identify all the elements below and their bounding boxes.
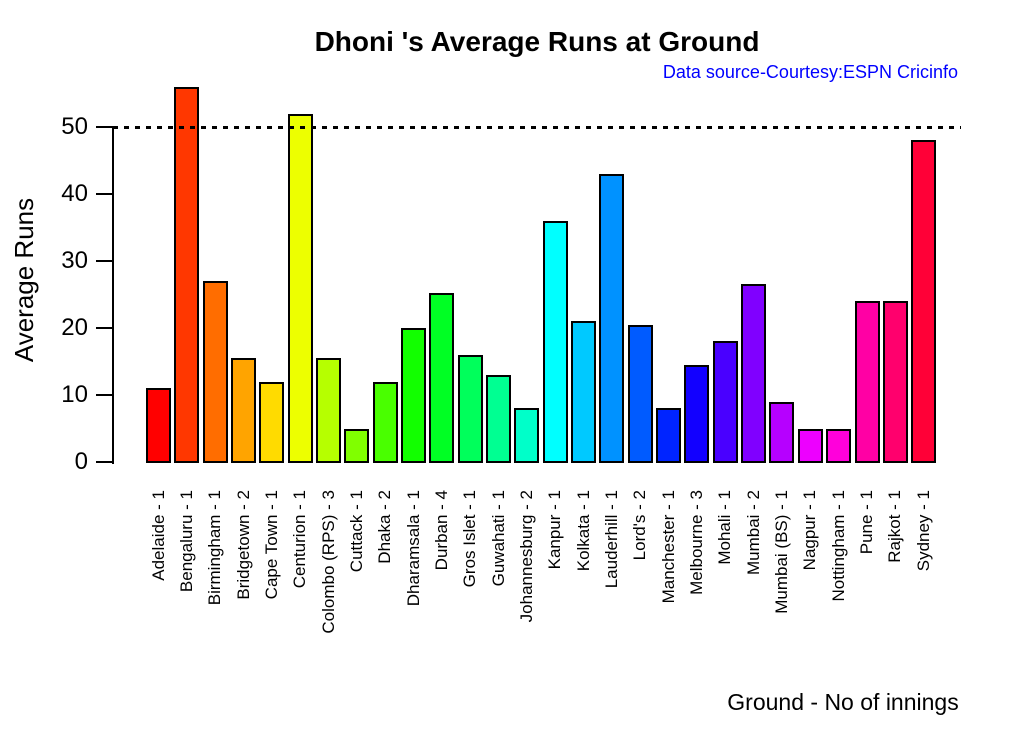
y-tick-mark [96, 394, 113, 396]
bar [174, 86, 200, 463]
bar [911, 140, 937, 463]
y-tick-mark [96, 193, 113, 195]
x-tick-label: Centurion - 1 [290, 490, 310, 589]
x-tick-label: Kanpur - 1 [545, 490, 565, 570]
y-tick-label: 50 [61, 113, 88, 140]
x-tick-label: Dhaka - 2 [375, 490, 395, 564]
reference-line-50 [113, 126, 961, 129]
x-tick-label: Kolkata - 1 [573, 490, 593, 572]
bar [882, 301, 908, 463]
bar [684, 364, 710, 463]
bar [287, 113, 313, 463]
x-tick-label: Rajkot - 1 [885, 490, 905, 563]
x-tick-label: Mumbai (BS) - 1 [771, 490, 791, 614]
y-tick-label: 10 [61, 381, 88, 408]
y-tick-label: 0 [74, 448, 88, 475]
x-tick-label: Dharamsala - 1 [403, 490, 423, 607]
y-tick-mark [96, 461, 113, 463]
y-tick-mark [96, 327, 113, 329]
bar [231, 358, 257, 463]
x-tick-label: Gros Islet - 1 [460, 490, 480, 588]
bar [854, 301, 880, 463]
x-tick-label: Nagpur - 1 [800, 490, 820, 571]
bar [656, 408, 682, 463]
x-tick-label: Lord's - 2 [630, 490, 650, 561]
x-tick-label: Mumbai - 2 [743, 490, 763, 576]
x-tick-label: Colombo (RPS) - 3 [318, 490, 338, 634]
bar [429, 292, 455, 463]
y-axis-title: Average Runs [9, 197, 39, 363]
bar [542, 220, 568, 463]
bar [797, 428, 823, 463]
bar [457, 354, 483, 463]
x-tick-label: Johannesburg - 2 [516, 490, 536, 623]
x-tick-label: Adelaide - 1 [148, 490, 168, 581]
x-tick-label: Durban - 4 [431, 490, 451, 571]
y-axis-line [112, 126, 114, 464]
y-tick-label: 20 [61, 314, 88, 341]
chart-title: Dhoni 's Average Runs at Ground [314, 26, 760, 57]
x-tick-label: Guwahati - 1 [488, 490, 508, 587]
x-tick-label: Bridgetown - 2 [233, 490, 253, 600]
bar [344, 428, 370, 463]
y-tick-label: 40 [61, 180, 88, 207]
x-tick-label: Lauderhill - 1 [601, 490, 621, 589]
bar [741, 284, 767, 463]
y-tick-mark [96, 260, 113, 262]
bar [486, 374, 512, 463]
x-tick-label: Manchester - 1 [658, 490, 678, 604]
y-tick-label: 30 [61, 247, 88, 274]
x-axis-title: Ground - No of innings [727, 689, 959, 715]
bar [202, 281, 228, 463]
x-tick-label: Nottingham - 1 [828, 490, 848, 602]
x-tick-label: Cuttack - 1 [346, 490, 366, 573]
x-tick-label: Sydney - 1 [913, 490, 933, 572]
bar [146, 388, 171, 463]
bar [571, 321, 597, 463]
x-tick-label: Mohali - 1 [715, 490, 735, 565]
x-tick-label: Cape Town - 1 [261, 490, 281, 600]
bar [826, 428, 852, 463]
x-tick-label: Pune - 1 [857, 490, 876, 555]
bar [712, 341, 738, 463]
bar [372, 381, 398, 463]
bar [599, 173, 625, 463]
bar [514, 408, 540, 463]
x-tick-label: Bengaluru - 1 [176, 490, 196, 593]
bar [627, 324, 653, 463]
bar [401, 328, 427, 463]
x-tick-label: Birmingham - 1 [205, 490, 225, 606]
bar [769, 401, 795, 463]
bar [316, 358, 342, 463]
chart-subtitle: Data source-Courtesy:ESPN Cricinfo [662, 62, 958, 82]
bar [259, 381, 285, 463]
x-tick-label: Melbourne - 3 [686, 490, 706, 595]
y-tick-mark [96, 126, 113, 128]
